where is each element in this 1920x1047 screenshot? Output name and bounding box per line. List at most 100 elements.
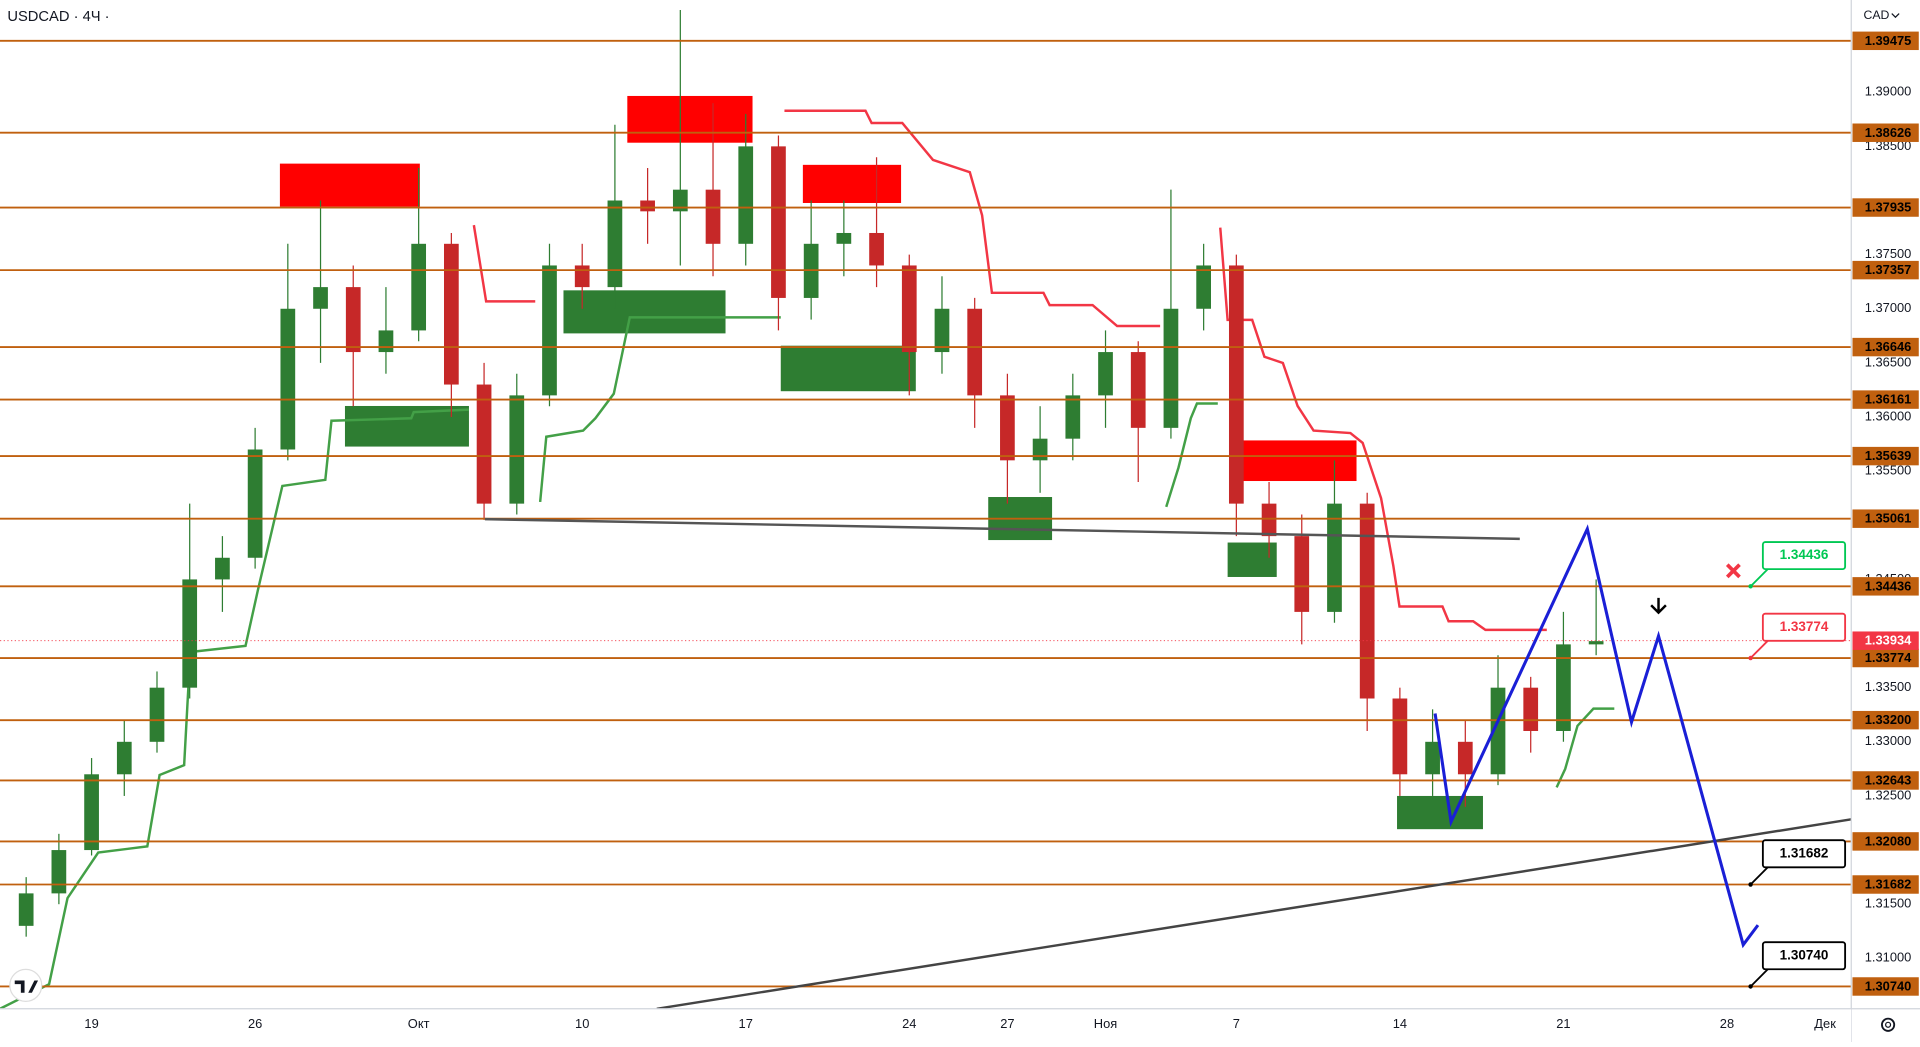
candle-body bbox=[574, 265, 590, 288]
level-label-bg bbox=[1852, 832, 1919, 851]
x-tick-label: 7 bbox=[1233, 1016, 1240, 1031]
x-tick-label: Окт bbox=[408, 1016, 430, 1031]
level-label: 1.32643 bbox=[1865, 772, 1912, 787]
candle-body bbox=[1196, 265, 1212, 309]
trend-line bbox=[656, 818, 1852, 1010]
x-tick-label: 19 bbox=[84, 1016, 98, 1031]
x-tick-label: 28 bbox=[1720, 1016, 1734, 1031]
level-label: 1.33774 bbox=[1865, 650, 1912, 665]
candle-body bbox=[116, 741, 132, 775]
x-tick-label: 14 bbox=[1393, 1016, 1407, 1031]
candle-body bbox=[705, 189, 721, 244]
candle-body bbox=[18, 893, 34, 926]
supertrend-up bbox=[0, 408, 470, 1010]
candles bbox=[18, 9, 1604, 937]
candle-body bbox=[247, 449, 263, 558]
level-label-bg bbox=[1852, 337, 1919, 357]
callout-box bbox=[1761, 941, 1847, 971]
candle-body bbox=[1163, 308, 1179, 428]
down-arrow bbox=[1650, 597, 1667, 615]
candle-body bbox=[1457, 741, 1473, 775]
candle-body bbox=[1490, 687, 1506, 775]
y-tick-label: 1.33000 bbox=[1865, 733, 1912, 748]
candle-body bbox=[345, 287, 361, 353]
candle-body bbox=[1065, 395, 1081, 439]
callout-pointer bbox=[1749, 866, 1769, 886]
level-label: 1.36646 bbox=[1865, 339, 1912, 354]
supertrend-up bbox=[1555, 707, 1615, 788]
demand-zone bbox=[780, 345, 916, 392]
callout-box bbox=[1761, 612, 1847, 642]
y-tick-label: 1.37500 bbox=[1865, 246, 1912, 261]
candle-body bbox=[967, 308, 983, 396]
x-tick-label: 24 bbox=[902, 1016, 916, 1031]
level-label: 1.32080 bbox=[1865, 833, 1912, 848]
level-label-bg bbox=[1852, 875, 1919, 894]
candle-body bbox=[84, 774, 99, 851]
supertrend-up bbox=[538, 316, 781, 503]
logo bbox=[9, 968, 43, 1003]
callout-pointer bbox=[1749, 968, 1769, 988]
last-price-bg bbox=[1852, 631, 1919, 650]
candle-body bbox=[1588, 641, 1604, 645]
level-label-bg bbox=[1852, 390, 1919, 409]
y-tick-label: 1.31500 bbox=[1865, 896, 1912, 911]
symbol-title: USDCAD · 4Ч · bbox=[7, 9, 109, 25]
callout-anchor bbox=[1748, 655, 1753, 661]
candle-body bbox=[1327, 503, 1342, 612]
level-label: 1.35061 bbox=[1865, 511, 1912, 526]
y-tick-label: 1.32500 bbox=[1865, 787, 1912, 802]
callout-pointer bbox=[1749, 640, 1769, 659]
level-label-bg bbox=[1852, 771, 1919, 790]
candle-body bbox=[1130, 352, 1146, 428]
candle-body bbox=[836, 232, 852, 244]
candle-body bbox=[149, 687, 165, 742]
level-label: 1.34436 bbox=[1865, 578, 1912, 593]
candle-body bbox=[934, 308, 950, 353]
supply-zone bbox=[279, 163, 420, 207]
y-tick-label: 1.39000 bbox=[1865, 84, 1912, 99]
plot-area bbox=[0, 9, 1852, 1010]
level-label-bg bbox=[1852, 577, 1919, 596]
demand-zone bbox=[563, 290, 726, 334]
candle-body bbox=[280, 308, 296, 450]
callout-label: 1.30740 bbox=[1780, 947, 1829, 962]
candle-body bbox=[607, 200, 623, 288]
settings-icon[interactable] bbox=[1881, 1017, 1896, 1032]
level-label: 1.38626 bbox=[1865, 125, 1912, 140]
candle-body bbox=[313, 287, 328, 309]
callout-label: 1.31682 bbox=[1780, 845, 1829, 860]
candle-body bbox=[509, 395, 525, 504]
candle-body bbox=[771, 146, 786, 298]
stop-mark bbox=[1725, 563, 1741, 579]
y-tick-label: 1.31000 bbox=[1865, 950, 1912, 965]
candle-body bbox=[640, 200, 655, 212]
candle-body bbox=[901, 265, 917, 353]
supply-zone bbox=[1238, 440, 1357, 482]
candle-body bbox=[1425, 741, 1440, 775]
candle-body bbox=[1228, 265, 1244, 504]
level-label-bg bbox=[1852, 648, 1919, 668]
candle-body bbox=[1294, 536, 1310, 612]
currency[interactable]: CAD bbox=[1864, 8, 1890, 22]
currency-chevron[interactable] bbox=[1891, 13, 1900, 19]
level-label: 1.39475 bbox=[1865, 33, 1912, 48]
time-axis bbox=[0, 1008, 1852, 1042]
level-label: 1.31682 bbox=[1865, 877, 1912, 892]
level-label-bg bbox=[1852, 509, 1919, 528]
candle-body bbox=[476, 384, 492, 504]
x-tick-label: Ноя bbox=[1094, 1016, 1117, 1031]
callout-box bbox=[1761, 839, 1847, 869]
candle-body bbox=[738, 146, 754, 244]
demand-zone bbox=[1397, 795, 1483, 830]
candle-body bbox=[1032, 438, 1048, 461]
level-label: 1.37935 bbox=[1865, 200, 1912, 215]
supertrend-down bbox=[472, 224, 536, 303]
x-tick-label: 26 bbox=[248, 1016, 262, 1031]
candle-body bbox=[182, 579, 198, 688]
callout-label: 1.33774 bbox=[1780, 619, 1829, 634]
level-label: 1.37357 bbox=[1865, 262, 1912, 277]
callout-anchor bbox=[1748, 984, 1753, 989]
